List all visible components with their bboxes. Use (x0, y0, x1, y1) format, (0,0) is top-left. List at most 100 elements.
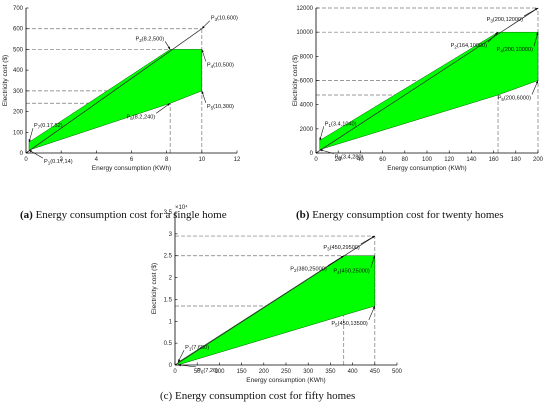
chart-a-total-line (25, 28, 203, 154)
chart-a-annotation-P1: P1(0.17,14) (44, 159, 73, 166)
caption-a-tag: (a) (20, 209, 33, 221)
chart-a-arrow-head (201, 49, 204, 53)
chart-c-y-tick-label: 2 (169, 276, 173, 282)
chart-c-arrow-head (372, 255, 376, 259)
chart-b-x-axis-title: Energy consumption (KWh) (387, 165, 466, 172)
caption-b-tag: (b) (296, 209, 310, 221)
chart-a-y-tick-label: 600 (13, 27, 24, 33)
chart-a-annotation-P2: P2(8.2,500) (136, 36, 165, 43)
chart-a-y-tick-label: 0 (20, 151, 24, 157)
chart-b-annotation-P2: P2(164,10000) (451, 43, 488, 50)
chart-c-annotation-P6: P6(7,26) (197, 368, 218, 375)
chart-a-y-tick-label: 700 (13, 6, 24, 12)
chart-b-y-tick-label: 10000 (296, 30, 313, 36)
chart-c-annotation-arrow (327, 255, 344, 266)
chart-c-x-tick-label: 400 (348, 369, 359, 375)
caption-b: (b) Energy consumption cost for twenty h… (296, 209, 504, 221)
chart-b-arrow-head (319, 137, 322, 141)
chart-b-x-tick-label: 200 (533, 157, 544, 163)
chart-b-arrow-head (536, 32, 539, 36)
caption-a: (a) Energy consumption cost for a single… (20, 209, 227, 221)
chart-b-x-tick-label: 100 (422, 157, 433, 163)
chart-a-y-tick-label: 300 (13, 89, 24, 95)
chart-b-y-tick-label: 8000 (300, 54, 314, 60)
chart-a-annotation-P3: P3(10,600) (211, 16, 238, 23)
chart-c-y-tick-label: 3.5 (164, 210, 173, 216)
chart-a-y-tick-label: 200 (13, 110, 24, 116)
chart-c-x-tick-label: 300 (303, 369, 314, 375)
chart-c: 0 50 100 150 200 250 300 350 400 450 500 0 0.5 1 1.5 2 2… (151, 204, 403, 384)
chart-c-y-tick-label: 1.5 (164, 297, 173, 303)
caption-c: (c) Energy consumption cost for fifty ho… (160, 390, 355, 402)
chart-b-arrow-head (319, 149, 323, 152)
chart-a-x-tick-label: 6 (130, 157, 134, 163)
chart-c-y-tick-label: 3 (169, 232, 173, 238)
chart-a-arrow-head (28, 150, 32, 153)
chart-c-x-tick-label: 150 (237, 369, 248, 375)
chart-a-x-tick-label: 0 (24, 157, 28, 163)
chart-a-arrow-head (201, 25, 205, 29)
chart-a-x-tick-label: 2 (59, 157, 63, 163)
chart-b-y-tick-label: 6000 (300, 79, 314, 85)
chart-a-annotation-P5: P5(10,300) (207, 104, 234, 111)
chart-c-x-tick-label: 450 (370, 369, 381, 375)
chart-b-x-tick-label: 180 (511, 157, 522, 163)
chart-c-y-exponent: ×10⁴ (175, 204, 188, 211)
chart-b-y-tick-label: 12000 (296, 6, 313, 12)
chart-c-y-tick-label: 0.5 (164, 341, 173, 347)
chart-a-y-tick-label: 500 (13, 47, 24, 53)
chart-c-annotation-P4: P4(450,25000) (333, 269, 370, 276)
chart-a-cost-band (28, 49, 203, 151)
chart-a-y-tick-label: 100 (13, 130, 24, 136)
chart-b-arrow-head (495, 32, 499, 35)
chart-b-annotation-P4: P4(200,10000) (497, 47, 534, 54)
chart-c-annotation-arrow (178, 364, 197, 368)
chart-a-arrow-head (201, 90, 204, 94)
chart-c-x-axis-title: Energy consumption (KWh) (246, 377, 325, 384)
chart-b-annotation-P1: P1(3.4,1040) (325, 121, 357, 128)
chart-b: 0 20 40 60 80 100 120 140 160 180 2000200040006000… (292, 6, 544, 172)
chart-a-x-axis-title: Energy consumption (KWh) (92, 165, 171, 172)
chart-a-annotation-P7: P7(0.17,52) (34, 123, 63, 130)
chart-c-x-tick-label: 350 (325, 369, 336, 375)
chart-b-x-tick-label: 140 (466, 157, 477, 163)
chart-b-x-tick-label: 160 (489, 157, 500, 163)
chart-b-y-tick-label: 0 (310, 151, 314, 157)
chart-a-x-tick-label: 10 (198, 157, 205, 163)
chart-b-annotation-P6: P6(3.4,280) (335, 155, 364, 162)
chart-b-x-tick-label: 80 (401, 157, 408, 163)
chart-a-y-axis-title: Electricity cost ($) (2, 55, 9, 106)
chart-b-annotation-P5: P5(200,6000) (498, 96, 531, 103)
chart-c-annotation-P5: P5(450,13500) (331, 321, 368, 328)
chart-b-x-tick-label: 0 (314, 157, 318, 163)
chart-b-x-tick-label: 120 (444, 157, 455, 163)
chart-c-arrow-head (178, 359, 181, 363)
chart-a-arrow-head (167, 46, 171, 50)
chart-c-x-tick-label: 250 (281, 369, 292, 375)
chart-c-annotation-P1: P1(7,650) (185, 345, 209, 352)
chart-a-annotation-P4: P4(10,500) (207, 62, 234, 69)
chart-a-x-tick-label: 8 (165, 157, 169, 163)
chart-c-annotation-P2: P2(380,25000) (290, 267, 327, 274)
chart-b-y-tick-label: 4000 (300, 103, 314, 109)
chart-a-x-tick-label: 12 (234, 157, 241, 163)
chart-a-arrow-head (167, 103, 171, 106)
caption-b-text: Energy consumption cost for twenty homes (312, 209, 504, 221)
chart-c-annotation-P3: P3(450,29500) (323, 245, 360, 252)
chart-c-arrow-head (340, 255, 344, 259)
chart-c-x-tick-label: 200 (259, 369, 270, 375)
caption-a-text: Energy consumption cost for a single hom… (35, 209, 227, 221)
chart-a-arrow-head (28, 139, 31, 143)
chart-c-x-tick-label: 100 (214, 369, 225, 375)
chart-b-annotation-P3: P3(200,12000) (487, 17, 524, 24)
chart-a: 0 2 4 6 8 10 12 0 100 200 300 400 500 600 700 Energy co… (2, 6, 241, 172)
chart-c-x-tick-label: 500 (392, 369, 403, 375)
chart-b-y-tick-label: 2000 (300, 127, 314, 133)
chart-c-y-tick-label: 1 (169, 319, 173, 325)
chart-c-arrow-head (178, 364, 181, 367)
chart-c-y-tick-label: 2.5 (164, 254, 173, 260)
caption-c-tag: (c) (160, 390, 173, 402)
chart-c-y-axis-title: Electricity cost ($) (151, 263, 158, 314)
chart-b-y-axis-title: Electricity cost ($) (292, 55, 299, 106)
